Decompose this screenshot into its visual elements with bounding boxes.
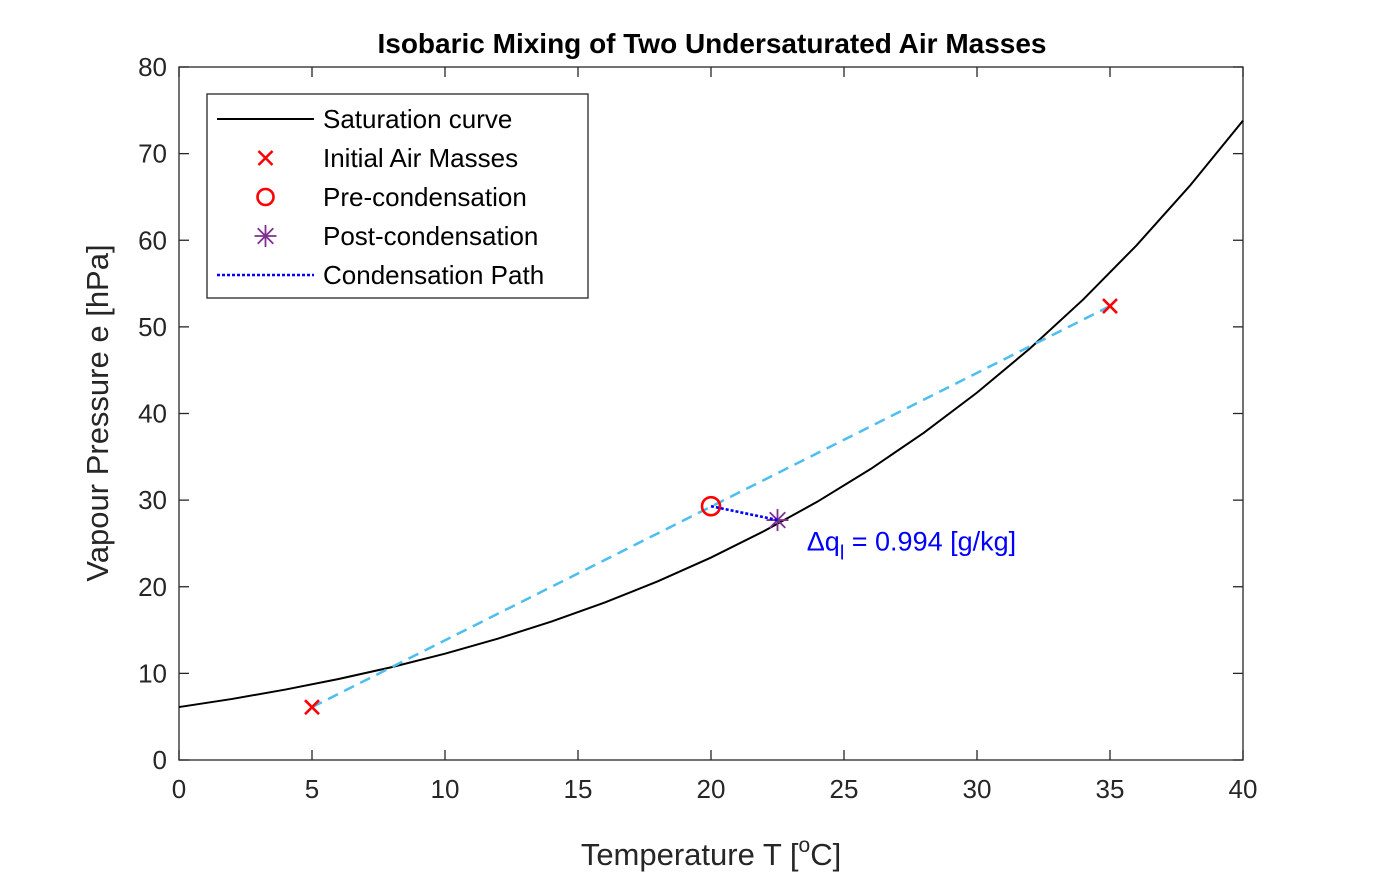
x-tick-label: 25 bbox=[830, 774, 859, 804]
x-marker-stroke-b bbox=[1102, 298, 1118, 315]
y-tick-label: 60 bbox=[138, 225, 167, 255]
legend-entry: Condensation Path bbox=[217, 260, 544, 290]
annotation-prefix: Δq bbox=[807, 527, 840, 557]
y-axis-label: Vapour Pressure e [hPa] bbox=[80, 244, 115, 581]
x-tick-label: 0 bbox=[172, 774, 186, 804]
x-tick-label: 15 bbox=[564, 774, 593, 804]
legend-label: Saturation curve bbox=[323, 104, 512, 134]
legend-entry: Saturation curve bbox=[217, 104, 512, 134]
x-axis-label: Temperature T [oC] bbox=[581, 834, 841, 872]
x-tick-label: 10 bbox=[431, 774, 460, 804]
legend-circle-symbol bbox=[256, 187, 275, 207]
x-tick-label: 30 bbox=[963, 774, 992, 804]
series-line bbox=[311, 304, 1111, 709]
legend-label: Pre-condensation bbox=[323, 182, 527, 212]
y-tick-label: 30 bbox=[138, 485, 167, 515]
annotation-subscript: l bbox=[840, 543, 844, 565]
legend-entry: Post-condensation bbox=[254, 221, 538, 251]
legend-label: Post-condensation bbox=[323, 221, 538, 251]
x-tick-label: 5 bbox=[305, 774, 319, 804]
legend-entry: Pre-condensation bbox=[256, 182, 527, 212]
legend-label: Initial Air Masses bbox=[323, 143, 518, 173]
series-5 bbox=[710, 504, 778, 522]
y-tick-label: 40 bbox=[138, 399, 167, 429]
series-1 bbox=[311, 304, 1111, 709]
x-tick-label: 35 bbox=[1096, 774, 1125, 804]
x-axis-label-base: Temperature T [ bbox=[581, 837, 799, 872]
legend-box bbox=[206, 93, 589, 299]
circle-marker bbox=[700, 495, 722, 517]
y-tick-label: 70 bbox=[138, 139, 167, 169]
y-tick-label: 20 bbox=[138, 572, 167, 602]
series-3 bbox=[700, 495, 722, 517]
series-line bbox=[710, 504, 778, 522]
series-line bbox=[178, 119, 1244, 709]
x-tick-label: 40 bbox=[1229, 774, 1258, 804]
delta-q-annotation: Δql = 0.994 [g/kg] bbox=[807, 527, 1016, 565]
series-layer bbox=[178, 119, 1244, 716]
series-2 bbox=[304, 298, 1118, 716]
y-tick-label: 50 bbox=[138, 312, 167, 342]
legend-label: Condensation Path bbox=[323, 260, 544, 290]
legend: Saturation curve Initial Air Masses Pre-co… bbox=[206, 93, 589, 299]
y-tick-label: 80 bbox=[138, 52, 167, 82]
series-0 bbox=[178, 119, 1244, 709]
x-axis-label-sup: o bbox=[799, 834, 811, 857]
annotation-layer: Δql = 0.994 [g/kg] bbox=[807, 527, 1016, 565]
x-tick-label: 20 bbox=[697, 774, 726, 804]
x-marker-stroke-b bbox=[304, 699, 320, 716]
axes: 0 5 10 15 20 25 30 35 40 0 10 20 30 40 50 60 70 80 bbox=[138, 52, 1257, 804]
chart-title: Isobaric Mixing of Two Undersaturated Ai… bbox=[377, 28, 1046, 59]
y-tick-label: 10 bbox=[138, 658, 167, 688]
annotation-suffix: = 0.994 [g/kg] bbox=[844, 527, 1016, 557]
legend-asterisk-symbol-ray bbox=[257, 227, 274, 245]
y-tick-label: 0 bbox=[153, 745, 167, 775]
legend-entry: Initial Air Masses bbox=[257, 143, 518, 173]
x-axis-label-tail: C] bbox=[810, 837, 841, 872]
legend-x-symbol-stroke-b bbox=[257, 150, 274, 166]
